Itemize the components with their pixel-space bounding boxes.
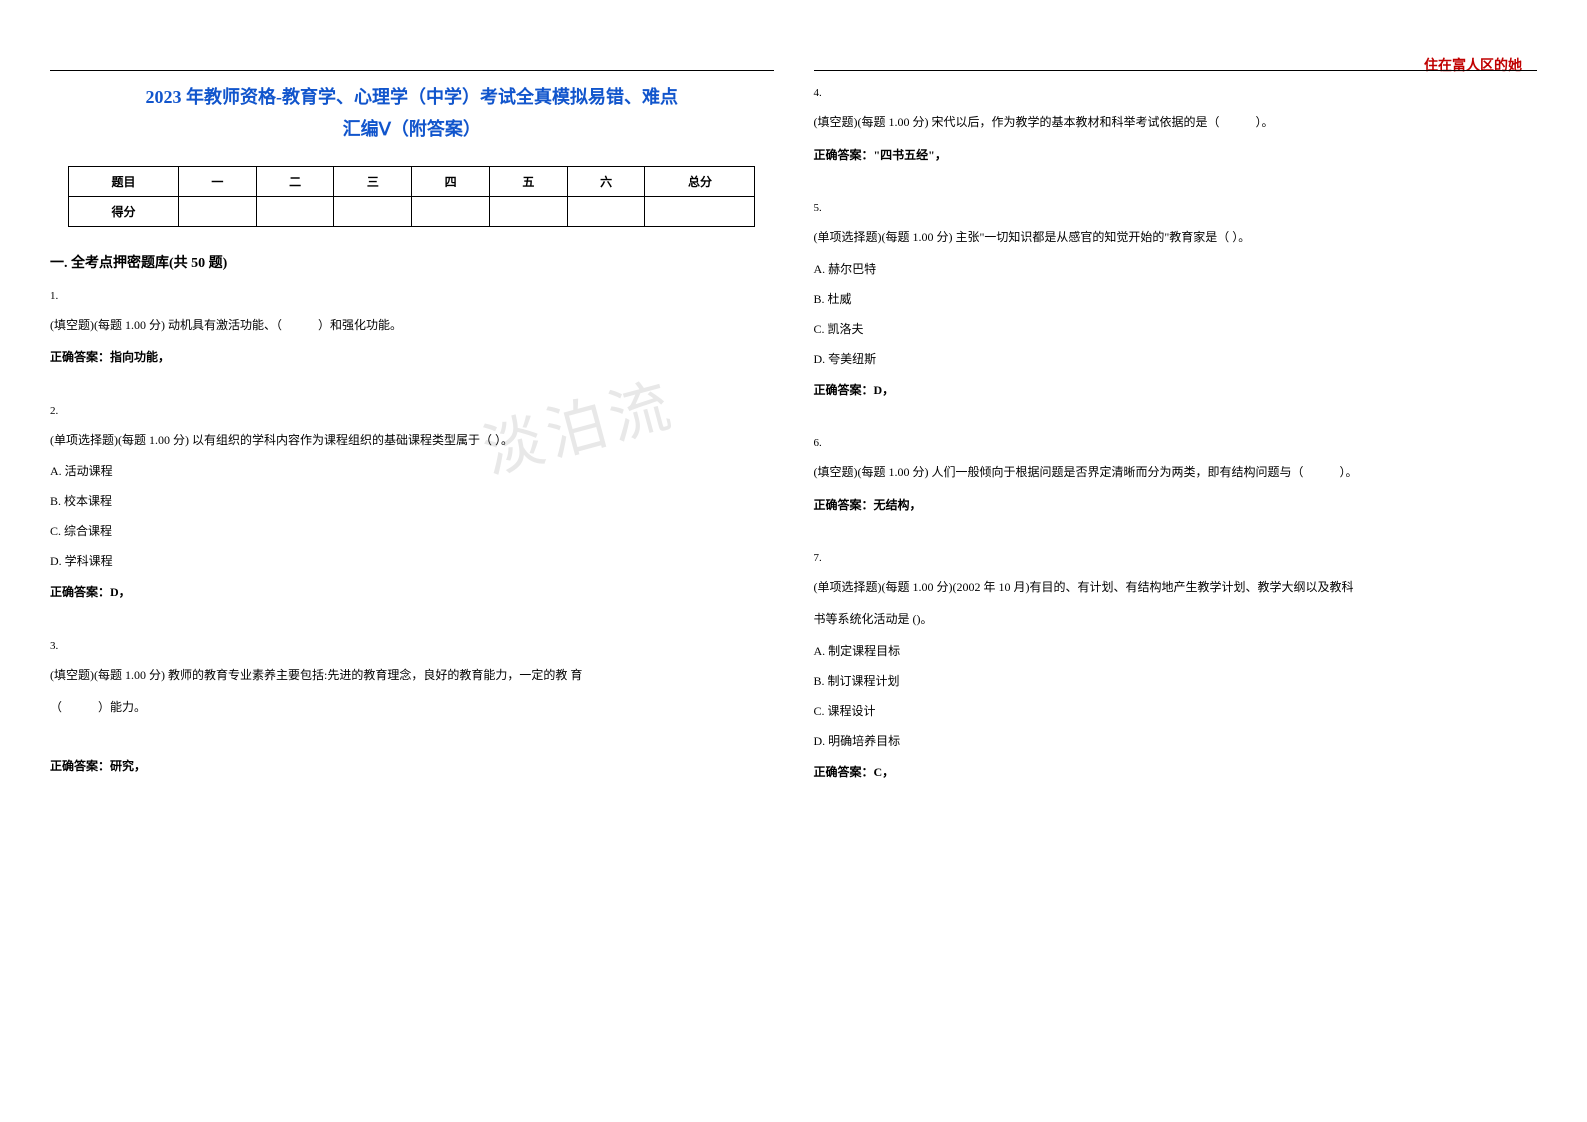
table-cell <box>489 196 567 226</box>
question-option: D. 明确培养目标 <box>814 729 1538 753</box>
question-answer: 正确答案：指向功能， <box>50 344 774 370</box>
score-table: 题目 一 二 三 四 五 六 总分 得分 <box>68 166 755 227</box>
right-column: 4. (填空题)(每题 1.00 分) 宋代以后，作为教学的基本教材和科举考试依… <box>814 70 1538 813</box>
question-number: 5. <box>814 196 1538 220</box>
question-text: (填空题)(每题 1.00 分) 宋代以后，作为教学的基本教材和科举考试依据的是… <box>814 109 1538 135</box>
table-header: 总分 <box>645 166 755 196</box>
question-answer: 正确答案：D， <box>50 579 774 605</box>
main-container: 2023 年教师资格-教育学、心理学（中学）考试全真模拟易错、难点 汇编Ⅴ（附答… <box>50 70 1537 813</box>
table-header: 二 <box>256 166 334 196</box>
question-text: (填空题)(每题 1.00 分) 动机具有激活功能、（ ）和强化功能。 <box>50 312 774 338</box>
question-5: 5. (单项选择题)(每题 1.00 分) 主张"一切知识都是从感官的知觉开始的… <box>814 196 1538 403</box>
question-option: A. 活动课程 <box>50 459 774 483</box>
question-6: 6. (填空题)(每题 1.00 分) 人们一般倾向于根据问题是否界定清晰而分为… <box>814 431 1538 518</box>
question-option: B. 校本课程 <box>50 489 774 513</box>
table-header: 一 <box>178 166 256 196</box>
table-header: 六 <box>567 166 645 196</box>
question-option: B. 制订课程计划 <box>814 669 1538 693</box>
question-number: 4. <box>814 81 1538 105</box>
question-option: C. 凯洛夫 <box>814 317 1538 341</box>
question-option: C. 课程设计 <box>814 699 1538 723</box>
question-option: D. 学科课程 <box>50 549 774 573</box>
question-text2: 书等系统化活动是 ()。 <box>814 606 1538 632</box>
table-header: 五 <box>489 166 567 196</box>
question-answer: 正确答案：无结构， <box>814 492 1538 518</box>
question-text: (单项选择题)(每题 1.00 分)(2002 年 10 月)有目的、有计划、有… <box>814 574 1538 600</box>
table-cell: 得分 <box>69 196 179 226</box>
table-header: 题目 <box>69 166 179 196</box>
question-text2: （ ）能力。 <box>50 694 774 720</box>
title-line1: 2023 年教师资格-教育学、心理学（中学）考试全真模拟易错、难点 <box>50 81 774 113</box>
question-3: 3. (填空题)(每题 1.00 分) 教师的教育专业素养主要包括:先进的教育理… <box>50 634 774 780</box>
question-option: A. 赫尔巴特 <box>814 257 1538 281</box>
table-score-row: 得分 <box>69 196 755 226</box>
question-1: 1. (填空题)(每题 1.00 分) 动机具有激活功能、（ ）和强化功能。 正… <box>50 284 774 371</box>
question-text: (单项选择题)(每题 1.00 分) 主张"一切知识都是从感官的知觉开始的"教育… <box>814 224 1538 250</box>
question-number: 1. <box>50 284 774 308</box>
question-answer: 正确答案：D， <box>814 377 1538 403</box>
question-text: (填空题)(每题 1.00 分) 人们一般倾向于根据问题是否界定清晰而分为两类，… <box>814 459 1538 485</box>
question-option: A. 制定课程目标 <box>814 639 1538 663</box>
table-cell <box>645 196 755 226</box>
question-option: B. 杜威 <box>814 287 1538 311</box>
table-header: 三 <box>334 166 412 196</box>
question-4: 4. (填空题)(每题 1.00 分) 宋代以后，作为教学的基本教材和科举考试依… <box>814 81 1538 168</box>
question-answer: 正确答案：研究， <box>50 753 774 779</box>
left-column: 2023 年教师资格-教育学、心理学（中学）考试全真模拟易错、难点 汇编Ⅴ（附答… <box>50 70 774 813</box>
document-title: 2023 年教师资格-教育学、心理学（中学）考试全真模拟易错、难点 汇编Ⅴ（附答… <box>50 81 774 146</box>
table-header: 四 <box>412 166 490 196</box>
table-cell <box>412 196 490 226</box>
question-answer: 正确答案：C， <box>814 759 1538 785</box>
question-2: 2. (单项选择题)(每题 1.00 分) 以有组织的学科内容作为课程组织的基础… <box>50 399 774 606</box>
question-number: 3. <box>50 634 774 658</box>
table-cell <box>178 196 256 226</box>
question-7: 7. (单项选择题)(每题 1.00 分)(2002 年 10 月)有目的、有计… <box>814 546 1538 785</box>
table-cell <box>567 196 645 226</box>
question-number: 7. <box>814 546 1538 570</box>
question-option: D. 夸美纽斯 <box>814 347 1538 371</box>
table-cell <box>334 196 412 226</box>
question-text: (单项选择题)(每题 1.00 分) 以有组织的学科内容作为课程组织的基础课程类… <box>50 427 774 453</box>
table-header-row: 题目 一 二 三 四 五 六 总分 <box>69 166 755 196</box>
question-option: C. 综合课程 <box>50 519 774 543</box>
question-number: 6. <box>814 431 1538 455</box>
question-answer: 正确答案："四书五经"， <box>814 142 1538 168</box>
question-text: (填空题)(每题 1.00 分) 教师的教育专业素养主要包括:先进的教育理念，良… <box>50 662 774 688</box>
title-line2: 汇编Ⅴ（附答案） <box>50 113 774 145</box>
table-cell <box>256 196 334 226</box>
section-title: 一. 全考点押密题库(共 50 题) <box>50 252 774 272</box>
question-number: 2. <box>50 399 774 423</box>
